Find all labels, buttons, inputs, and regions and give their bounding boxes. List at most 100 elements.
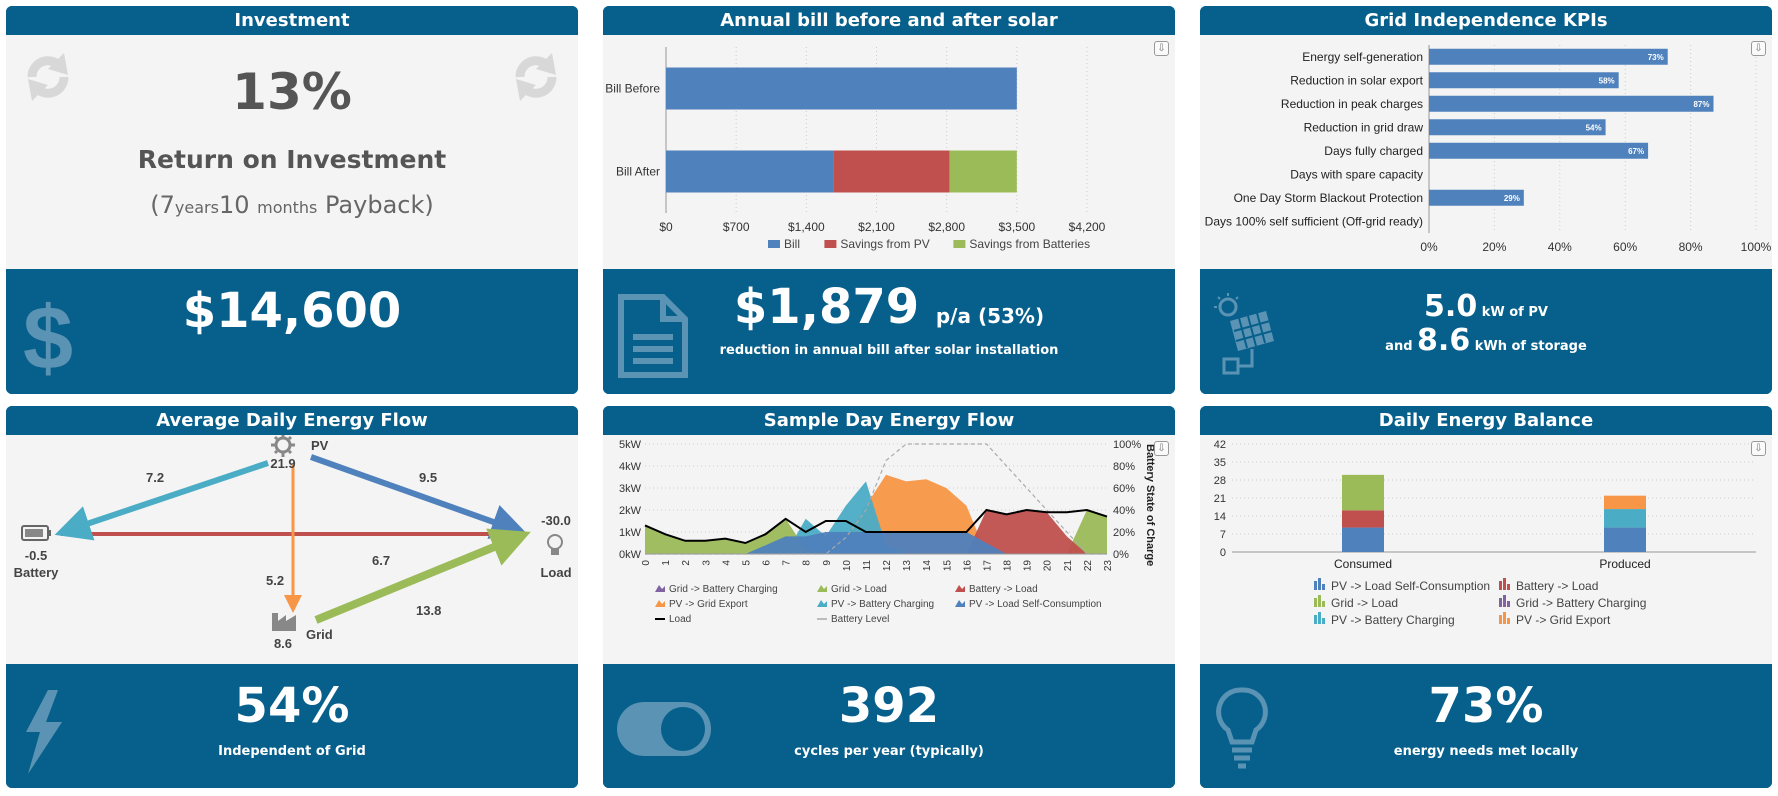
legend-swatch [1314,581,1317,590]
download-icon[interactable]: ⇩ [1154,441,1169,456]
y-tick-label: Days 100% self sufficient (Off-grid read… [1205,214,1423,228]
annual-bill-chart: $0 $700 $1,400 $2,100 $2,800 $3,500 $4,200 Bill… [605,47,1106,251]
kpi-bar [1429,189,1524,206]
dollar-icon: $ [23,289,73,379]
card-title: Grid Independence KPIs [1200,6,1772,35]
x-tick-label: 17 [982,560,993,572]
legend-label: Savings from PV [840,237,929,251]
card-title: Annual bill before and after solar [603,6,1175,35]
x-tick-label: 23 [1103,560,1114,572]
flow-pv-battery-value: 7.2 [146,470,164,485]
solar-panel-icon [1214,293,1274,375]
x-tick-label: 13 [902,560,913,572]
x-tick-label: 12 [882,560,893,572]
load-value: -30.0 [541,513,571,528]
legend-swatch [1318,612,1321,624]
lightning-icon [26,690,62,774]
legend-swatch [817,585,827,592]
flow-battery-load-value: 6.7 [372,553,390,568]
annual-bill-card: Annual bill before and after solar ⇩ $0 $… [603,6,1175,394]
energy-flow-diagram: PV 21.9 -0.5 Battery -30.0 Load Grid 8.6… [14,433,572,651]
legend-label: PV -> Battery Charging [1331,613,1455,627]
y-tick-label: Reduction in solar export [1290,73,1423,87]
bill-saving-amount: $1,879 [733,279,920,335]
x-tick-label: 5 [741,560,752,566]
x-tick-label: $700 [723,220,750,234]
legend-label: Savings from Batteries [969,237,1090,251]
grid-label: Grid [306,627,333,642]
bar-pv-battery-charging [1604,509,1646,528]
legend-swatch [955,585,965,592]
x-tick-label: 40% [1548,240,1572,254]
download-icon[interactable]: ⇩ [1751,441,1766,456]
legend-label: Grid -> Load [831,584,887,595]
legend-swatch [1503,595,1506,607]
download-icon[interactable]: ⇩ [1751,41,1766,56]
gear-icon [271,433,295,457]
area-grid-load [645,510,1107,554]
bar-pv-grid-export [1604,495,1646,510]
and-word: and [1385,339,1413,354]
x-tick-label: 20 [1043,560,1054,572]
kpi-bar [1429,72,1619,89]
line-load [644,508,1108,545]
toggle-icon [617,702,711,756]
pv-size-unit: kW of PV [1481,305,1548,320]
legend-label: PV -> Grid Export [1516,613,1611,627]
download-icon[interactable]: ⇩ [1154,41,1169,56]
x-tick-label: 11 [862,560,873,571]
x-tick-label: Produced [1599,557,1650,571]
kpi-data-label: 73% [1648,53,1664,62]
grid-kpis-card: Grid Independence KPIs ⇩ 0% 20% 40% 60% 80% 1… [1200,6,1772,394]
legend-label: PV -> Battery Charging [831,599,934,610]
pv-size-value: 5.0 [1424,289,1478,324]
area-pv-load-self-consumption [645,532,1107,554]
bar-pv-load-self-consumption [1604,527,1646,552]
x-tick-label: 100% [1741,240,1772,254]
legend-swatch [955,600,965,607]
roi-value: 13% [232,63,352,121]
legend-swatch [1503,612,1506,624]
pv-label: PV [311,438,329,453]
storage-unit: kWh of storage [1474,339,1587,354]
x-tick-label: 7 [782,560,793,566]
bill-saving-caption: reduction in annual bill after solar ins… [719,343,1059,358]
bill-saving-unit: p/a (53%) [935,304,1045,328]
x-tick-label: 0 [641,560,652,566]
legend-label: PV -> Grid Export [669,599,748,610]
legend-swatch [824,240,837,248]
kpi-data-label: 58% [1599,76,1615,85]
legend-swatch [768,240,780,248]
legend-swatch [1318,578,1321,590]
bar-bill [666,67,1017,110]
x-tick-label: 9 [822,560,833,566]
legend-swatch [1314,598,1317,607]
x-tick-label: 8 [802,560,813,566]
legend-swatch [1507,601,1510,607]
area-pv-battery-charging [645,481,1107,554]
bar-grid-load [1342,474,1384,511]
y-tick-label: 5kW [619,439,642,451]
legend-swatch [1499,598,1502,607]
legend-label: Bill [784,237,800,251]
roi-label: Return on Investment [137,145,447,174]
x-tick-label: 2 [681,560,692,566]
flow-pv-battery [54,460,269,541]
kpi-data-label: 29% [1504,194,1520,203]
x-tick-label: 1 [661,560,672,566]
local-energy-label: energy needs met locally [1393,744,1579,759]
y2-tick-label: 40% [1113,505,1135,517]
investment-card: Investment 13% Return on Investment (7ye… [6,6,578,394]
y-tick-label: 42 [1214,439,1226,451]
x-tick-label: $2,100 [858,220,895,234]
payback-text: (7years10 months Payback) [6,191,578,219]
independence-label: Independent of Grid [218,744,366,759]
y-tick-label: 21 [1214,493,1226,505]
bar-savings-from-batteries [949,150,1017,193]
x-tick-label: 6 [762,560,773,566]
flow-grid-load [314,528,531,624]
refresh-icon [515,53,557,101]
load-label: Load [540,565,571,580]
years-word: years [174,198,219,217]
